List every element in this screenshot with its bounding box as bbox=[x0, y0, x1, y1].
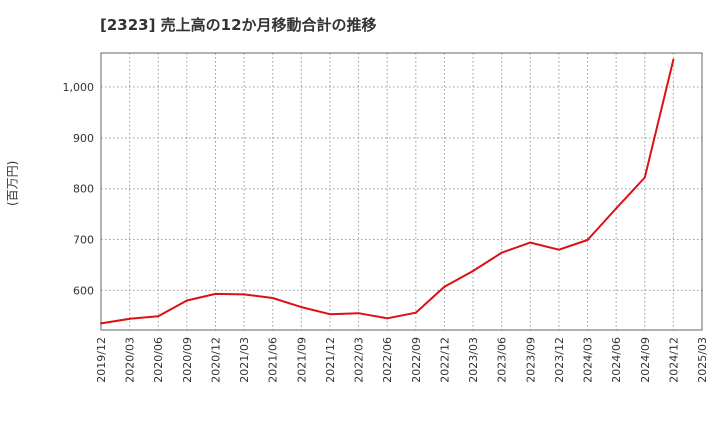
x-tick-label-2021-12: 2021/12 bbox=[324, 337, 337, 383]
y-tick-labels: 600 700 800 900 1,000 bbox=[63, 81, 95, 297]
x-tick-label-2023-09: 2023/09 bbox=[524, 337, 537, 383]
y-tick-label-700: 700 bbox=[73, 234, 94, 247]
x-tick-labels: 2019/12 2020/03 2020/06 2020/09 2020/12 2021/… bbox=[95, 337, 709, 383]
data-point-2024-12 bbox=[672, 58, 675, 61]
data-point-2022-09 bbox=[414, 311, 417, 314]
data-point-2020-03 bbox=[128, 317, 131, 320]
x-tick-label-2021-09: 2021/09 bbox=[295, 337, 308, 383]
y-tick-label-600: 600 bbox=[73, 284, 94, 297]
data-point-2024-03 bbox=[586, 239, 589, 242]
data-point-2024-06 bbox=[615, 207, 618, 210]
x-tick-label-2019-12: 2019/12 bbox=[95, 337, 108, 383]
x-tick-label-2022-06: 2022/06 bbox=[381, 337, 394, 383]
x-tick-label-2020-06: 2020/06 bbox=[152, 337, 165, 383]
x-tick-label-2024-03: 2024/03 bbox=[582, 337, 595, 383]
x-tick-label-2022-03: 2022/03 bbox=[353, 337, 366, 383]
x-tick-label-2025-03: 2025/03 bbox=[696, 337, 709, 383]
x-tick-label-2020-03: 2020/03 bbox=[124, 337, 137, 383]
data-point-2023-06 bbox=[500, 251, 503, 254]
data-point-2022-12 bbox=[443, 285, 446, 288]
series-layer bbox=[100, 58, 675, 325]
data-point-2019-12 bbox=[100, 322, 102, 325]
data-point-2021-09 bbox=[300, 306, 303, 309]
x-tick-label-2024-09: 2024/09 bbox=[639, 337, 652, 383]
data-point-2022-03 bbox=[357, 312, 360, 315]
data-point-2021-03 bbox=[243, 293, 246, 296]
data-point-2020-06 bbox=[157, 315, 160, 318]
data-point-2023-12 bbox=[557, 248, 560, 251]
data-point-2021-06 bbox=[271, 296, 274, 299]
x-tick-label-2024-06: 2024/06 bbox=[610, 337, 623, 383]
data-point-2023-03 bbox=[472, 270, 475, 273]
x-tick-label-2021-06: 2021/06 bbox=[267, 337, 280, 383]
x-tick-label-2020-12: 2020/12 bbox=[209, 337, 222, 383]
x-tick-label-2023-12: 2023/12 bbox=[553, 337, 566, 383]
grid bbox=[100, 53, 703, 330]
x-tick-label-2020-09: 2020/09 bbox=[181, 337, 194, 383]
data-point-2022-06 bbox=[386, 317, 389, 320]
data-point-2020-09 bbox=[185, 299, 188, 302]
y-tick-label-1000: 1,000 bbox=[63, 81, 95, 94]
x-tick-label-2022-09: 2022/09 bbox=[410, 337, 423, 383]
data-point-2024-09 bbox=[643, 176, 646, 179]
x-tick-label-2022-12: 2022/12 bbox=[438, 337, 451, 383]
x-tick-label-2023-06: 2023/06 bbox=[496, 337, 509, 383]
x-tick-label-2021-03: 2021/03 bbox=[238, 337, 251, 383]
series-line-0 bbox=[100, 59, 675, 325]
x-tick-label-2023-03: 2023/03 bbox=[467, 337, 480, 383]
x-tick-label-2024-12: 2024/12 bbox=[667, 337, 680, 383]
chart-title: [2323] 売上高の12か月移動合計の推移 bbox=[100, 16, 377, 34]
y-tick-label-900: 900 bbox=[73, 132, 94, 145]
plot-frame bbox=[100, 52, 703, 331]
y-tick-label-800: 800 bbox=[73, 183, 94, 196]
data-point-2023-09 bbox=[529, 241, 532, 244]
data-point-2021-12 bbox=[328, 313, 331, 316]
data-point-2020-12 bbox=[214, 292, 217, 295]
